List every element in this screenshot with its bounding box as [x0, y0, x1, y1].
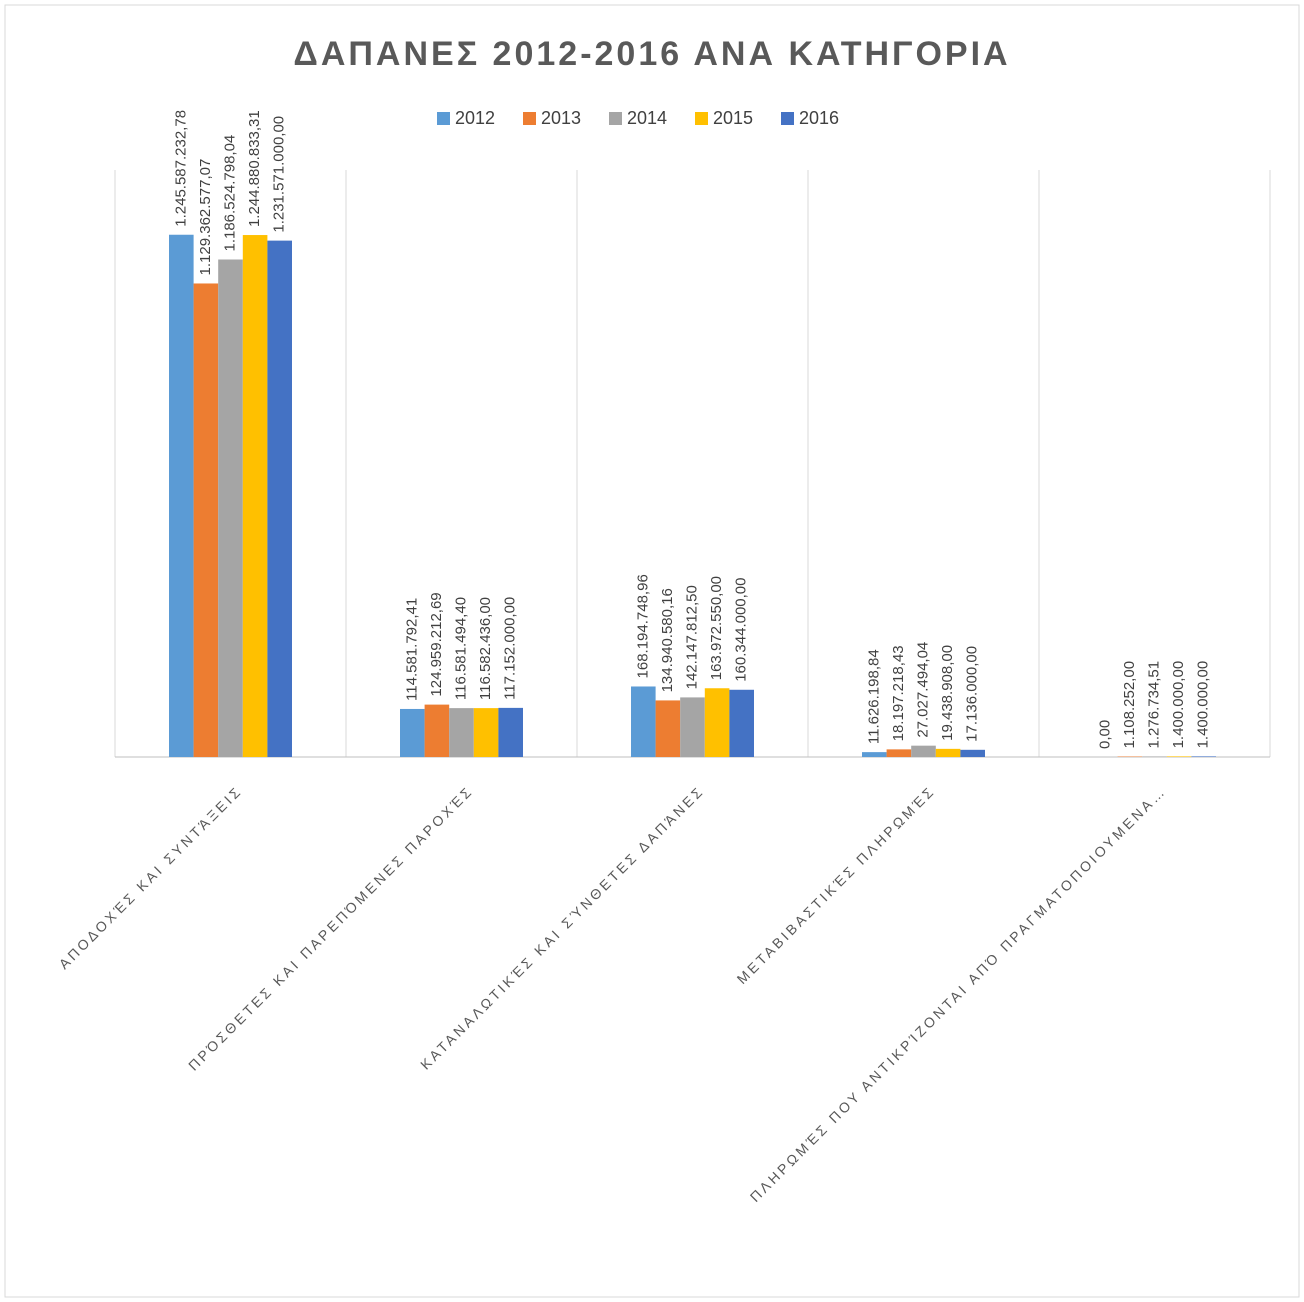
bar	[193, 283, 219, 757]
data-label: 1.276.734,51	[1145, 661, 1162, 749]
data-label: 163.972.550,00	[708, 576, 725, 680]
bar	[498, 707, 523, 757]
bar	[424, 704, 450, 757]
data-label: 1.108.252,00	[1121, 661, 1138, 749]
data-label: 124.959.212,69	[428, 592, 445, 696]
bar	[911, 745, 936, 757]
data-label: 1.400.000,00	[1170, 661, 1187, 749]
data-label: 134.940.580,16	[659, 588, 676, 692]
data-label: 114.581.792,41	[403, 598, 420, 701]
bar	[862, 752, 887, 757]
data-label: 17.136.000,00	[964, 646, 981, 742]
bar	[704, 688, 730, 757]
bar	[960, 749, 985, 757]
data-label: 18.197.218,43	[890, 645, 907, 741]
data-label: 1.244.880.833,31	[246, 110, 263, 227]
data-label: 160.344.000,00	[733, 577, 750, 681]
bar	[267, 240, 292, 757]
legend-swatch	[437, 112, 450, 125]
bar	[449, 708, 474, 757]
data-label: 11.626.198,84	[865, 649, 882, 744]
bar	[1166, 756, 1192, 757]
data-label: 1.231.571.000,00	[271, 116, 288, 233]
data-label: 142.147.812,50	[683, 585, 700, 689]
bar	[680, 697, 705, 757]
data-label: 168.194.748,96	[634, 574, 651, 678]
bar	[169, 234, 194, 758]
legend-label: 2015	[713, 108, 753, 128]
bar	[935, 748, 961, 757]
data-label: 27.027.494,04	[914, 642, 931, 738]
data-label: 116.581.494,40	[452, 597, 469, 700]
legend-swatch	[781, 112, 794, 125]
data-label: 1.186.524.798,04	[221, 135, 238, 252]
bar	[242, 235, 268, 757]
bar	[400, 708, 425, 757]
legend-swatch	[609, 112, 622, 125]
bar	[1142, 756, 1167, 757]
bar	[473, 708, 499, 757]
data-label: 1.129.362.577,07	[197, 159, 214, 276]
bar	[729, 689, 754, 757]
legend-label: 2014	[627, 108, 667, 128]
data-label: 19.438.908,00	[939, 645, 956, 741]
bar	[1191, 756, 1216, 757]
bar	[655, 700, 681, 757]
bar	[631, 686, 656, 757]
data-label: 0,00	[1096, 720, 1113, 749]
chart-title: ΔΑΠΑΝΕΣ 2012-2016 ΑΝΑ ΚΑΤΗΓΟΡΙΑ	[293, 35, 1010, 73]
data-label: 117.152.000,00	[502, 597, 519, 700]
data-label: 1.245.587.232,78	[172, 110, 189, 227]
legend-swatch	[523, 112, 536, 125]
legend-label: 2013	[541, 108, 581, 128]
legend-label: 2012	[455, 108, 495, 128]
bar	[886, 749, 912, 757]
data-label: 116.582.436,00	[477, 597, 494, 700]
data-label: 1.400.000,00	[1195, 661, 1212, 749]
legend-label: 2016	[799, 108, 839, 128]
bar	[218, 259, 243, 757]
legend-swatch	[695, 112, 708, 125]
